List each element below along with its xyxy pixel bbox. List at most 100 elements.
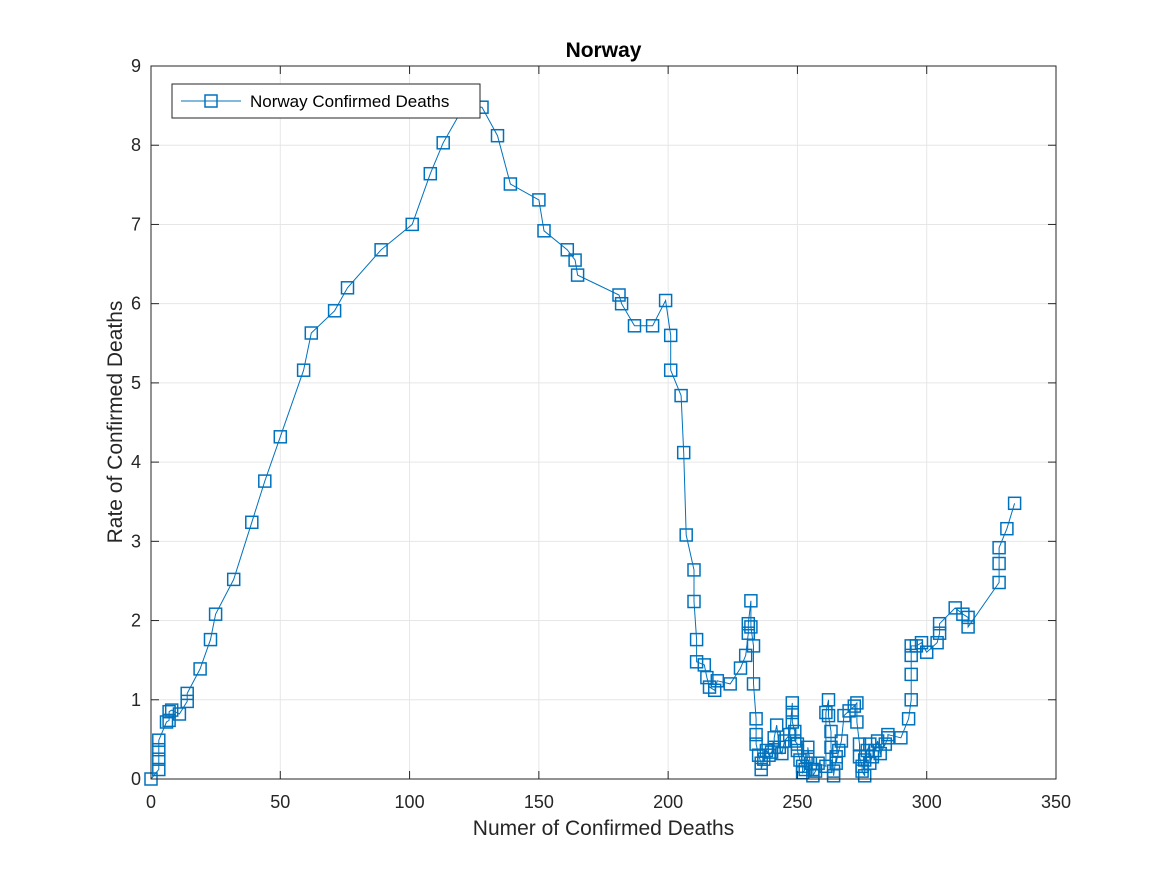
data-point-marker [894,731,908,745]
data-point-marker [961,620,975,634]
data-point-marker [172,707,187,721]
data-point-marker [992,575,1006,590]
y-tick-label: 4 [131,452,141,472]
data-point-marker [914,635,929,650]
data-point-marker [152,762,166,777]
data-point-marker [374,243,388,257]
data-point-marker [570,268,585,282]
data-point-marker [226,572,241,587]
data-point-marker [674,388,688,403]
x-tick-label: 300 [912,792,942,812]
plot-area [151,66,1056,779]
data-point-marker [568,253,582,267]
data-point-marker [855,764,869,778]
data-point-marker [932,626,947,640]
data-point-marker [164,703,179,717]
data-point-marker [258,474,272,488]
data-point-marker [273,430,288,444]
x-tick-label: 100 [395,792,425,812]
data-point-marker [340,281,355,295]
data-point-marker [627,319,642,333]
data-point-marker [689,632,704,647]
data-point-marker [847,699,862,713]
data-point-marker [560,243,575,257]
y-tick-label: 6 [131,294,141,314]
data-point-marker [832,743,846,758]
data-point-marker [700,670,714,685]
data-point-marker [738,648,753,663]
data-point-marker [537,224,551,238]
x-tick-label: 350 [1041,792,1071,812]
data-point-marker [203,632,218,647]
data-point-marker [811,756,825,770]
data-point-marker [614,296,629,311]
data-point-marker [881,727,895,742]
data-point-marker [749,712,763,726]
data-point-marker [741,616,756,631]
data-point-marker [245,515,259,530]
data-point-marker [612,288,626,302]
data-point-marker [754,762,768,777]
data-point-marker [180,686,194,701]
data-point-marker [819,759,833,774]
y-tick-label: 5 [131,373,141,393]
data-point-marker [857,753,872,767]
legend: Norway Confirmed Deaths [171,83,481,119]
axes-box [150,65,1057,780]
y-tick-label: 0 [131,769,141,789]
data-point-marker [961,610,975,625]
data-point-marker [834,734,849,748]
y-tick-label: 9 [131,56,141,76]
data-point-marker [1000,521,1014,536]
data-point-marker [490,128,505,143]
data-point-marker [532,193,546,207]
data-point-marker [757,752,771,766]
data-point-marker [744,594,758,608]
data-point-marker [180,694,194,709]
data-point-marker [850,715,864,729]
data-point-marker [687,594,701,609]
data-point-marker [919,645,934,659]
data-point-marker [710,674,725,688]
data-point-marker [749,727,763,742]
data-point-marker [930,635,944,650]
data-point-marker [769,718,784,732]
data-point-marker [746,639,761,653]
data-point-marker [764,745,779,759]
x-tick-label: 150 [524,792,554,812]
data-point-marker [837,708,851,723]
data-point-marker [689,655,704,669]
y-tick-label: 3 [131,531,141,551]
x-axis-label: Numer of Confirmed Deaths [473,817,734,840]
x-tick-label: 0 [146,792,156,812]
data-point-marker [801,740,815,755]
ticks [150,65,1057,780]
data-point-marker [992,556,1006,571]
data-point-marker [645,319,660,333]
data-point-marker [658,293,673,308]
data-point-marker [751,748,766,762]
legend-entry-label: Norway Confirmed Deaths [250,92,449,111]
data-point-marker [759,743,774,758]
data-point-marker [788,734,802,748]
data-point-marker [208,607,223,621]
data-point-marker [162,704,176,719]
data-point-marker [762,748,776,762]
data-point-marker [405,217,419,232]
data-point-marker [1007,496,1022,511]
data-point-marker [932,616,947,631]
data-point-marker [152,752,166,766]
data-point-marker [707,683,722,698]
data-point-marker [746,677,761,691]
x-tick-labels: 0 50 100 150 200 250 300 350 [146,792,1071,812]
y-tick-label: 2 [131,611,141,631]
data-point-marker [904,648,918,663]
data-point-marker [744,620,758,634]
data-point-marker [436,136,450,150]
data-point-marker [152,733,166,747]
data-point-marker [193,662,207,676]
legend-square-marker-icon [204,94,218,108]
series-marker-layer [144,99,1022,786]
data-point-marker [663,363,678,377]
